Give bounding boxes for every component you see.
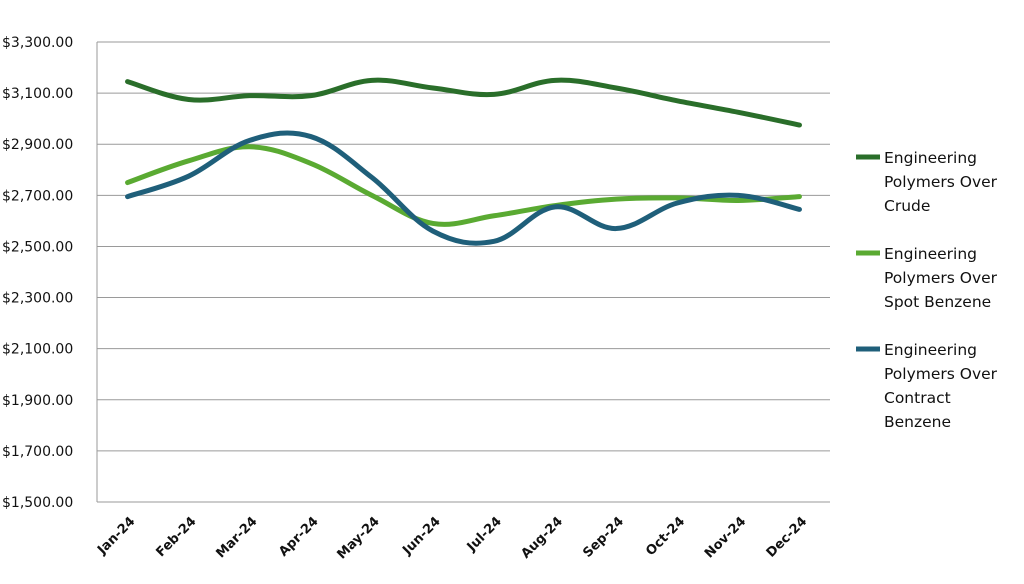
- x-tick-label: Mar-24: [213, 514, 260, 561]
- y-tick-label: $2,100.00: [2, 342, 73, 358]
- y-tick-label: $1,500.00: [2, 495, 73, 511]
- x-tick-label: Feb-24: [154, 514, 200, 560]
- x-tick-label: Sep-24: [580, 514, 627, 561]
- y-tick-label: $2,700.00: [2, 188, 73, 204]
- legend-label: Benzene: [884, 413, 951, 431]
- x-tick-label: May-24: [334, 514, 382, 562]
- legend-label: Spot Benzene: [884, 293, 991, 311]
- series-line-1: [125, 77, 802, 128]
- series-line-3: [125, 130, 802, 246]
- legend-label: Engineering: [884, 149, 977, 167]
- series-lines: [125, 77, 802, 246]
- x-tick-label: Dec-24: [764, 514, 811, 561]
- x-tick-label: Jan-24: [94, 514, 138, 558]
- legend-label: Engineering: [884, 245, 977, 263]
- y-tick-label: $1,700.00: [2, 444, 73, 460]
- y-tick-label: $2,900.00: [2, 137, 73, 153]
- legend-label: Crude: [884, 197, 930, 215]
- x-tick-label: Jul-24: [464, 514, 505, 555]
- y-tick-label: $3,100.00: [2, 86, 73, 102]
- series-line-2: [125, 144, 802, 227]
- legend-label: Contract: [884, 389, 951, 407]
- legend: Engineering Polymers Over Crude Engineering…: [856, 149, 998, 431]
- legend-label: Polymers Over: [884, 365, 998, 383]
- y-tick-label: $2,500.00: [2, 239, 73, 255]
- legend-label: Polymers Over: [884, 269, 998, 287]
- x-tick-label: Aug-24: [518, 514, 565, 561]
- y-tick-label: $2,300.00: [2, 291, 73, 307]
- x-tick-label: Nov-24: [702, 514, 749, 561]
- legend-label: Polymers Over: [884, 173, 998, 191]
- x-tick-label: Apr-24: [276, 514, 321, 559]
- x-tick-label: Jun-24: [399, 514, 443, 558]
- x-tick-label: Oct-24: [643, 514, 688, 559]
- y-tick-label: $3,300.00: [2, 35, 73, 51]
- y-tick-label: $1,900.00: [2, 393, 73, 409]
- legend-label: Engineering: [884, 341, 977, 359]
- axes: $1,500.00 $1,700.00 $1,900.00 $2,100.00 $2,3…: [2, 35, 810, 563]
